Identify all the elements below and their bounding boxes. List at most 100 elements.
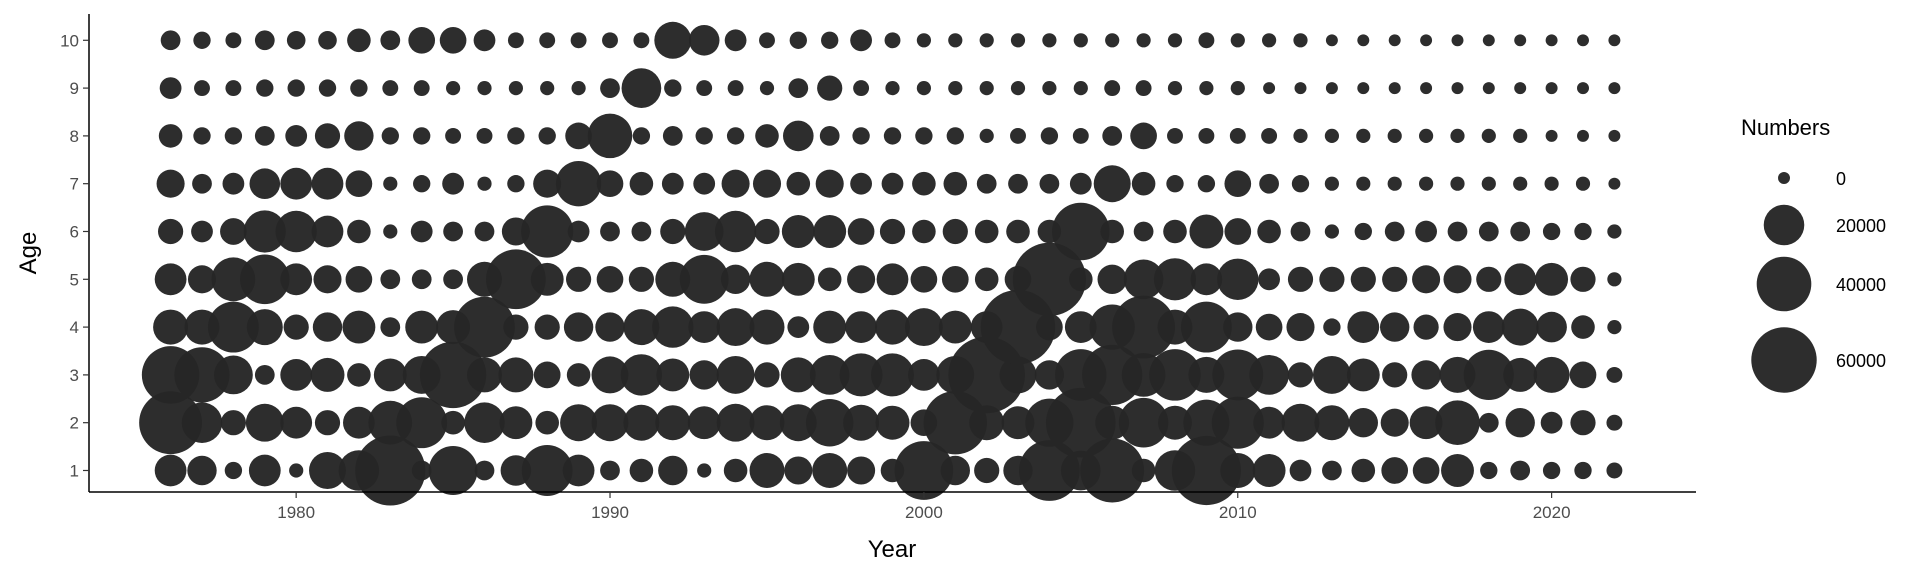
bubble-point bbox=[224, 127, 243, 145]
bubble-point bbox=[781, 262, 815, 296]
bubble-point bbox=[1350, 266, 1376, 292]
bubble-point bbox=[600, 221, 620, 242]
bubble-point bbox=[716, 403, 755, 442]
bubble-point bbox=[220, 410, 246, 436]
y-tick-label: 9 bbox=[70, 79, 79, 98]
bubble-point bbox=[1577, 34, 1589, 47]
bubble-point bbox=[243, 210, 286, 253]
bubble-point bbox=[1105, 33, 1120, 48]
bubble-point bbox=[1131, 171, 1156, 196]
bubble-point bbox=[696, 80, 713, 97]
bubble-point bbox=[1224, 170, 1252, 198]
bubble-point bbox=[160, 30, 181, 51]
bubble-point bbox=[1008, 173, 1028, 194]
bubble-point bbox=[1382, 362, 1408, 388]
bubble-point bbox=[396, 397, 448, 449]
bubble-point bbox=[187, 265, 217, 294]
x-tick-label: 2000 bbox=[905, 503, 943, 522]
bubble-point bbox=[843, 404, 880, 441]
bubble-point bbox=[754, 218, 780, 245]
bubble-point bbox=[1312, 355, 1351, 394]
bubble-point bbox=[979, 33, 994, 48]
bubble-point bbox=[285, 125, 308, 147]
bubble-point bbox=[1255, 313, 1283, 341]
bubble-point bbox=[1100, 219, 1124, 244]
bubble-point bbox=[1545, 82, 1558, 95]
bubble-point bbox=[280, 406, 313, 439]
bubble-point bbox=[1167, 33, 1183, 48]
bubble-point bbox=[343, 406, 375, 439]
bubble-point bbox=[344, 121, 374, 151]
bubble-point bbox=[1513, 176, 1528, 191]
bubble-point bbox=[693, 172, 716, 195]
bubble-point bbox=[821, 31, 839, 49]
bubble-point bbox=[1262, 33, 1277, 48]
bubble-point bbox=[805, 398, 854, 447]
bubble-point bbox=[916, 81, 932, 96]
bubble-point bbox=[1045, 387, 1116, 458]
bubble-point bbox=[1608, 177, 1621, 190]
bubble-point bbox=[1478, 412, 1499, 433]
bubble-point bbox=[521, 205, 574, 258]
bubble-point bbox=[1324, 224, 1339, 239]
bubble-point bbox=[916, 33, 932, 48]
bubble-point bbox=[1356, 176, 1371, 191]
legend-label: 40000 bbox=[1836, 275, 1886, 295]
bubble-point bbox=[1435, 400, 1480, 445]
bubble-point bbox=[181, 402, 223, 443]
bubble-point bbox=[507, 175, 525, 193]
bubble-point bbox=[1606, 414, 1623, 431]
bubble-point bbox=[850, 172, 872, 195]
bubble-point bbox=[350, 79, 368, 97]
bubble-point bbox=[249, 168, 281, 199]
bubble-point bbox=[1384, 221, 1405, 242]
bubble-point bbox=[540, 81, 555, 96]
bubble-point bbox=[283, 314, 309, 340]
bubble-point bbox=[1606, 462, 1623, 479]
bubble-point bbox=[1501, 308, 1539, 346]
bubble-point bbox=[571, 81, 586, 96]
bubble-point bbox=[1577, 82, 1589, 95]
bubble-points bbox=[139, 21, 1623, 506]
bubble-point bbox=[847, 265, 876, 294]
bubble-point bbox=[1450, 128, 1465, 143]
bubble-point bbox=[1357, 82, 1370, 95]
bubble-point bbox=[600, 460, 620, 481]
bubble-point bbox=[533, 361, 561, 389]
bubble-point bbox=[1575, 176, 1591, 191]
bubble-point bbox=[248, 454, 281, 487]
bubble-point bbox=[1542, 461, 1561, 480]
bubble-point bbox=[355, 435, 426, 506]
bubble-point bbox=[1347, 311, 1380, 343]
bubble-point bbox=[875, 309, 910, 345]
legend-key bbox=[1756, 256, 1812, 312]
bubble-point bbox=[1286, 313, 1315, 342]
bubble-point bbox=[530, 262, 564, 296]
bubble-point bbox=[752, 169, 782, 198]
bubble-point bbox=[652, 306, 694, 348]
bubble-point bbox=[313, 265, 342, 294]
bubble-point bbox=[655, 405, 691, 441]
bubble-point bbox=[754, 362, 780, 388]
bubble-point bbox=[853, 80, 870, 97]
bubble-point bbox=[1545, 129, 1558, 142]
bubble-point bbox=[1476, 266, 1502, 292]
bubble-point bbox=[311, 167, 344, 200]
bubble-point bbox=[1253, 406, 1285, 439]
legend-key bbox=[1778, 172, 1790, 184]
bubble-point bbox=[779, 404, 817, 442]
bubble-point bbox=[254, 30, 275, 51]
bubble-point bbox=[312, 312, 343, 342]
bubble-point bbox=[629, 171, 654, 196]
bubble-point bbox=[314, 410, 341, 436]
bubble-point bbox=[661, 172, 684, 195]
bubble-point bbox=[632, 127, 651, 145]
bubble-point bbox=[1293, 33, 1308, 48]
bubble-point bbox=[788, 78, 809, 98]
bubble-point bbox=[476, 127, 493, 144]
bubble-point bbox=[759, 32, 775, 49]
bubble-point bbox=[413, 127, 431, 145]
bubble-point bbox=[1450, 176, 1465, 191]
bubble-point bbox=[1294, 82, 1307, 95]
bubble-point bbox=[275, 210, 317, 253]
